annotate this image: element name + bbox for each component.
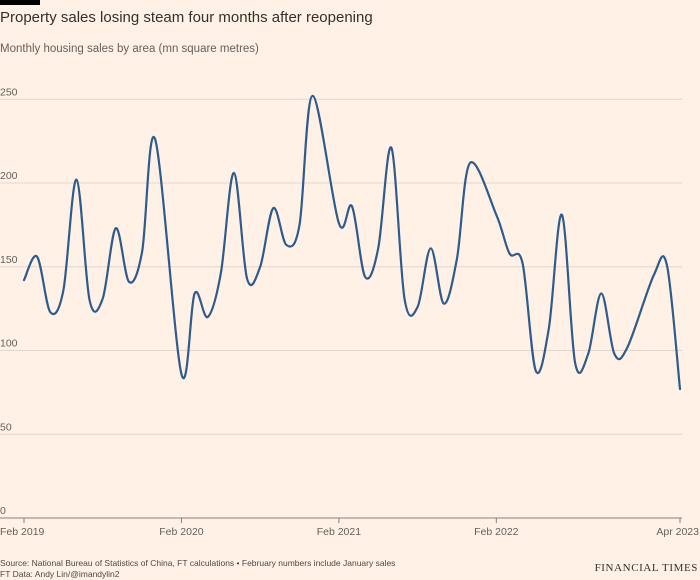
x-tick-label: Feb 2021 bbox=[317, 526, 362, 538]
ft-logo: FINANCIAL TIMES bbox=[594, 562, 698, 574]
y-tick-label: 150 bbox=[0, 254, 18, 266]
x-axis-ticks: Feb 2019 Feb 2020 Feb 2021 Feb 2022 Apr 2023 bbox=[0, 518, 699, 538]
y-tick-label: 200 bbox=[0, 170, 18, 182]
footer: Source: National Bureau of Statistics of… bbox=[0, 558, 395, 580]
gridlines bbox=[0, 98, 682, 519]
credit-note: FT Data: Andy Lin/@imandylin2 bbox=[0, 569, 120, 579]
y-axis-ticks: 0 50 100 150 200 250 bbox=[0, 86, 18, 517]
x-tick-label: Feb 2020 bbox=[159, 526, 204, 538]
brand-bar bbox=[0, 0, 40, 5]
y-tick-label: 50 bbox=[0, 421, 12, 433]
y-tick-label: 0 bbox=[0, 505, 6, 517]
x-tick-label: Feb 2022 bbox=[474, 526, 519, 538]
series-layer bbox=[22, 94, 682, 391]
chart-subtitle: Monthly housing sales by area (mn square… bbox=[0, 43, 259, 55]
x-tick-label: Apr 2023 bbox=[656, 526, 699, 538]
series-line bbox=[22, 94, 682, 391]
y-tick-label: 250 bbox=[0, 86, 18, 98]
source-note: Source: National Bureau of Statistics of… bbox=[0, 558, 396, 568]
y-tick-label: 100 bbox=[0, 338, 18, 350]
chart-title: Property sales losing steam four months … bbox=[0, 9, 373, 26]
x-tick-label: Feb 2019 bbox=[0, 526, 45, 538]
